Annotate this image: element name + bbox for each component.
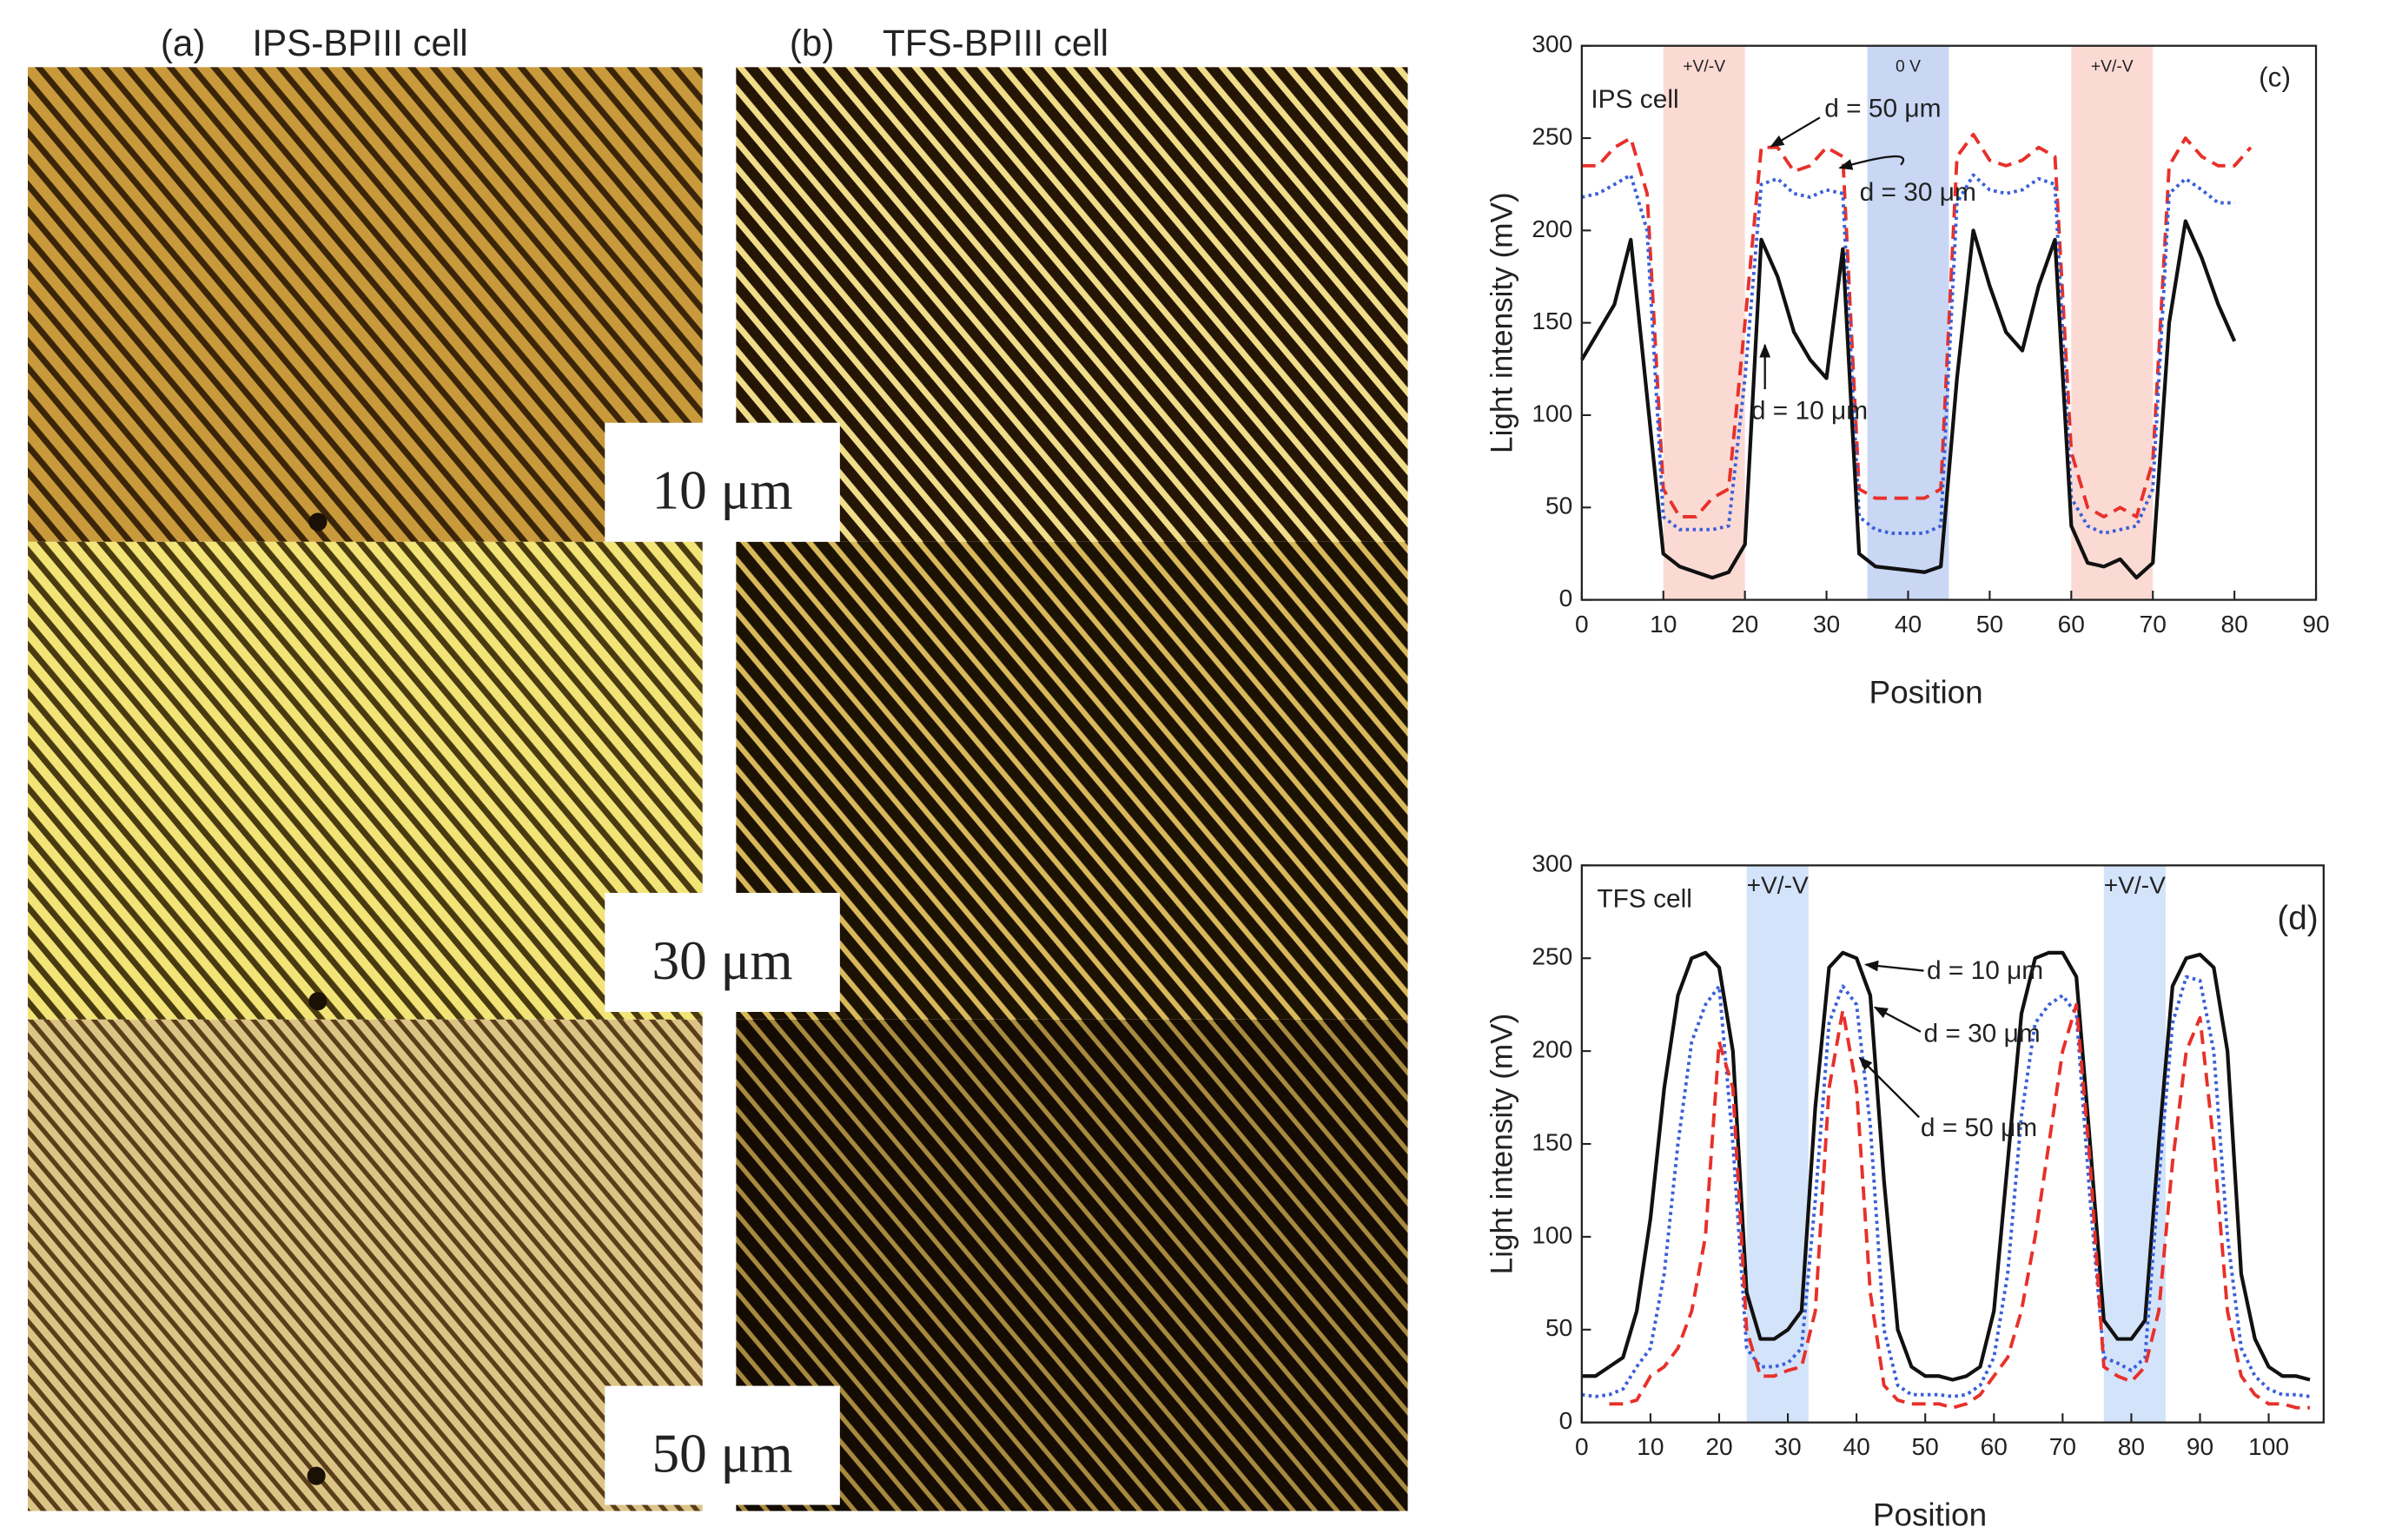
- micrograph-section: [736, 67, 1408, 542]
- chart: +V/-V 0 V +V/-V d = 50 μm d = 30 μm d = 10 μm…: [1485, 30, 2330, 710]
- panel-title: TFS-BPIII cell: [883, 23, 1108, 63]
- annotation-arrow: [1770, 116, 1821, 148]
- x-tick-label: 90: [2187, 1433, 2213, 1460]
- plot-background: [1581, 865, 2324, 1423]
- x-tick-label: 70: [2140, 611, 2167, 638]
- shaded-region: [1746, 865, 1809, 1423]
- x-tick-label: 0: [1575, 611, 1589, 638]
- data-line: [1581, 132, 2253, 519]
- data-line: [1609, 1002, 2311, 1410]
- data-line: [1581, 173, 2235, 535]
- micrograph-section: [736, 541, 1408, 1020]
- y-axis-label: Light intensity (mV): [1485, 192, 1519, 453]
- series-label: d = 50 μm: [1921, 1114, 2037, 1142]
- shaded-region: [1867, 45, 1949, 600]
- thickness-label: 10 μm: [652, 460, 792, 521]
- defect: [308, 992, 328, 1011]
- y-tick-label: 100: [1532, 1221, 1572, 1248]
- x-tick-label: 80: [2220, 611, 2247, 638]
- cell-label: TFS cell: [1597, 885, 1692, 914]
- y-tick-label: 250: [1532, 943, 1572, 970]
- x-tick-label: 30: [1813, 611, 1840, 638]
- panel-label: (b): [790, 23, 835, 63]
- region-label: +V/-V: [2091, 57, 2134, 76]
- x-tick-label: 10: [1650, 611, 1677, 638]
- x-tick-label: 100: [2248, 1433, 2289, 1460]
- thickness-label: 50 μm: [652, 1423, 792, 1484]
- annotation-arrow: [1873, 1006, 1922, 1033]
- series-label: d = 50 μm: [1824, 94, 1941, 122]
- y-tick-label: 250: [1532, 122, 1572, 149]
- region-label: 0 V: [1896, 57, 1921, 76]
- y-tick-label: 0: [1559, 1407, 1573, 1434]
- y-tick-label: 150: [1532, 307, 1572, 334]
- micrograph-section: [28, 541, 703, 1020]
- region-label: +V/-V: [2104, 871, 2166, 898]
- y-tick-label: 0: [1559, 585, 1573, 611]
- y-tick-label: 300: [1532, 850, 1572, 877]
- y-tick-label: 50: [1545, 492, 1572, 519]
- x-axis-label: Position: [1873, 1497, 1987, 1532]
- y-tick-label: 200: [1532, 1036, 1572, 1063]
- x-tick-label: 40: [1843, 1433, 1869, 1460]
- data-line: [1581, 950, 2311, 1382]
- panel-label: (a): [161, 23, 206, 63]
- x-tick-label: 20: [1731, 611, 1758, 638]
- y-tick-label: 300: [1532, 30, 1572, 57]
- panel-title: IPS-BPIII cell: [252, 23, 467, 63]
- x-tick-label: 50: [1976, 611, 2003, 638]
- micrograph-a: [28, 67, 703, 1511]
- x-tick-label: 70: [2049, 1433, 2076, 1460]
- x-tick-label: 50: [1912, 1433, 1939, 1460]
- defect: [307, 1466, 326, 1485]
- cell-label: IPS cell: [1591, 85, 1678, 114]
- annotation-arrow: [1864, 960, 1924, 972]
- y-tick-label: 100: [1532, 400, 1572, 426]
- label-box: [605, 422, 840, 542]
- x-tick-label: 80: [2118, 1433, 2145, 1460]
- data-line: [1580, 219, 2237, 580]
- shaded-region: [2071, 45, 2154, 600]
- shaded-region: [1663, 45, 1745, 600]
- defect: [308, 512, 328, 532]
- micrograph-section: [28, 67, 703, 542]
- series-label: d = 10 μm: [1751, 396, 1868, 425]
- micrograph-b: [736, 67, 1408, 1511]
- x-tick-label: 90: [2302, 611, 2329, 638]
- data-line: [1581, 975, 2311, 1398]
- chart: +V/-V +V/-V d = 10 μm d = 30 μm d = 50 μm 0 10…: [1485, 850, 2325, 1532]
- x-axis-label: Position: [1869, 674, 1982, 710]
- micrograph-section: [736, 1019, 1408, 1511]
- x-tick-label: 60: [2058, 611, 2085, 638]
- x-tick-label: 0: [1575, 1433, 1589, 1460]
- annotation-arrow: [1838, 155, 1905, 170]
- y-tick-label: 150: [1532, 1128, 1572, 1155]
- panel-label: (d): [2277, 900, 2318, 937]
- label-box: [605, 892, 840, 1013]
- x-tick-label: 40: [1895, 611, 1922, 638]
- panel-label: (c): [2259, 62, 2291, 93]
- y-tick-label: 50: [1545, 1314, 1572, 1341]
- annotation-arrow: [1858, 1056, 1920, 1119]
- micrograph-section: [28, 1019, 703, 1511]
- x-tick-label: 20: [1705, 1433, 1732, 1460]
- series-label: d = 10 μm: [1927, 956, 2043, 985]
- series-label: d = 30 μm: [1923, 1019, 2040, 1048]
- region-label: +V/-V: [1683, 57, 1725, 76]
- x-tick-label: 30: [1774, 1433, 1801, 1460]
- label-box: [605, 1385, 840, 1505]
- series-label: d = 30 μm: [1860, 178, 1976, 207]
- y-axis-label: Light intensity (mV): [1485, 1014, 1519, 1275]
- x-tick-label: 10: [1637, 1433, 1664, 1460]
- thickness-label: 30 μm: [652, 930, 792, 991]
- region-label: +V/-V: [1747, 871, 1809, 898]
- y-tick-label: 200: [1532, 215, 1572, 242]
- shaded-region: [2103, 865, 2166, 1423]
- x-tick-label: 60: [1981, 1433, 2008, 1460]
